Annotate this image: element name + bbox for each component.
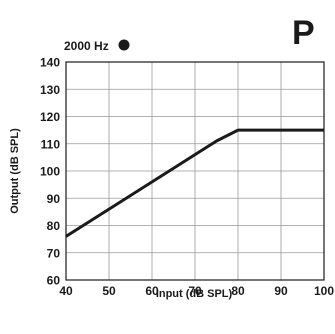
y-tick-label: 70 [47, 246, 61, 260]
plot-frame [65, 61, 325, 281]
y-tick-label: 60 [47, 274, 61, 288]
series-layer [65, 128, 324, 238]
y-tick-label: 90 [47, 192, 61, 206]
x-tick-label: 50 [102, 284, 116, 298]
x-tick-label: 40 [59, 284, 73, 298]
y-tick-label: 120 [40, 110, 60, 124]
y-tick-label: 110 [41, 137, 61, 151]
legend: 2000 Hz [64, 39, 130, 53]
y-tick-label: 100 [40, 165, 60, 179]
corner-letter: P [292, 14, 315, 52]
y-axis-title: Output (dB SPL) [9, 128, 21, 214]
legend-label: 2000 Hz [64, 39, 109, 53]
legend-marker [118, 39, 130, 51]
x-tick-label: 90 [274, 284, 288, 298]
grid [65, 61, 325, 281]
x-axis-title: Input (dB SPL) [156, 288, 233, 300]
y-tick-label: 130 [40, 83, 60, 97]
series-line [65, 128, 324, 238]
y-tick-label: 140 [40, 56, 60, 70]
tick-labels: 40 50 60 70 80 90 100 60 70 80 90 100 110 120 130 140 [40, 56, 334, 299]
y-tick-label: 80 [47, 219, 61, 233]
x-tick-label: 80 [231, 284, 245, 298]
x-tick-label: 70 [188, 284, 202, 298]
x-tick-label: 60 [145, 284, 159, 298]
x-tick-label: 100 [314, 284, 334, 298]
